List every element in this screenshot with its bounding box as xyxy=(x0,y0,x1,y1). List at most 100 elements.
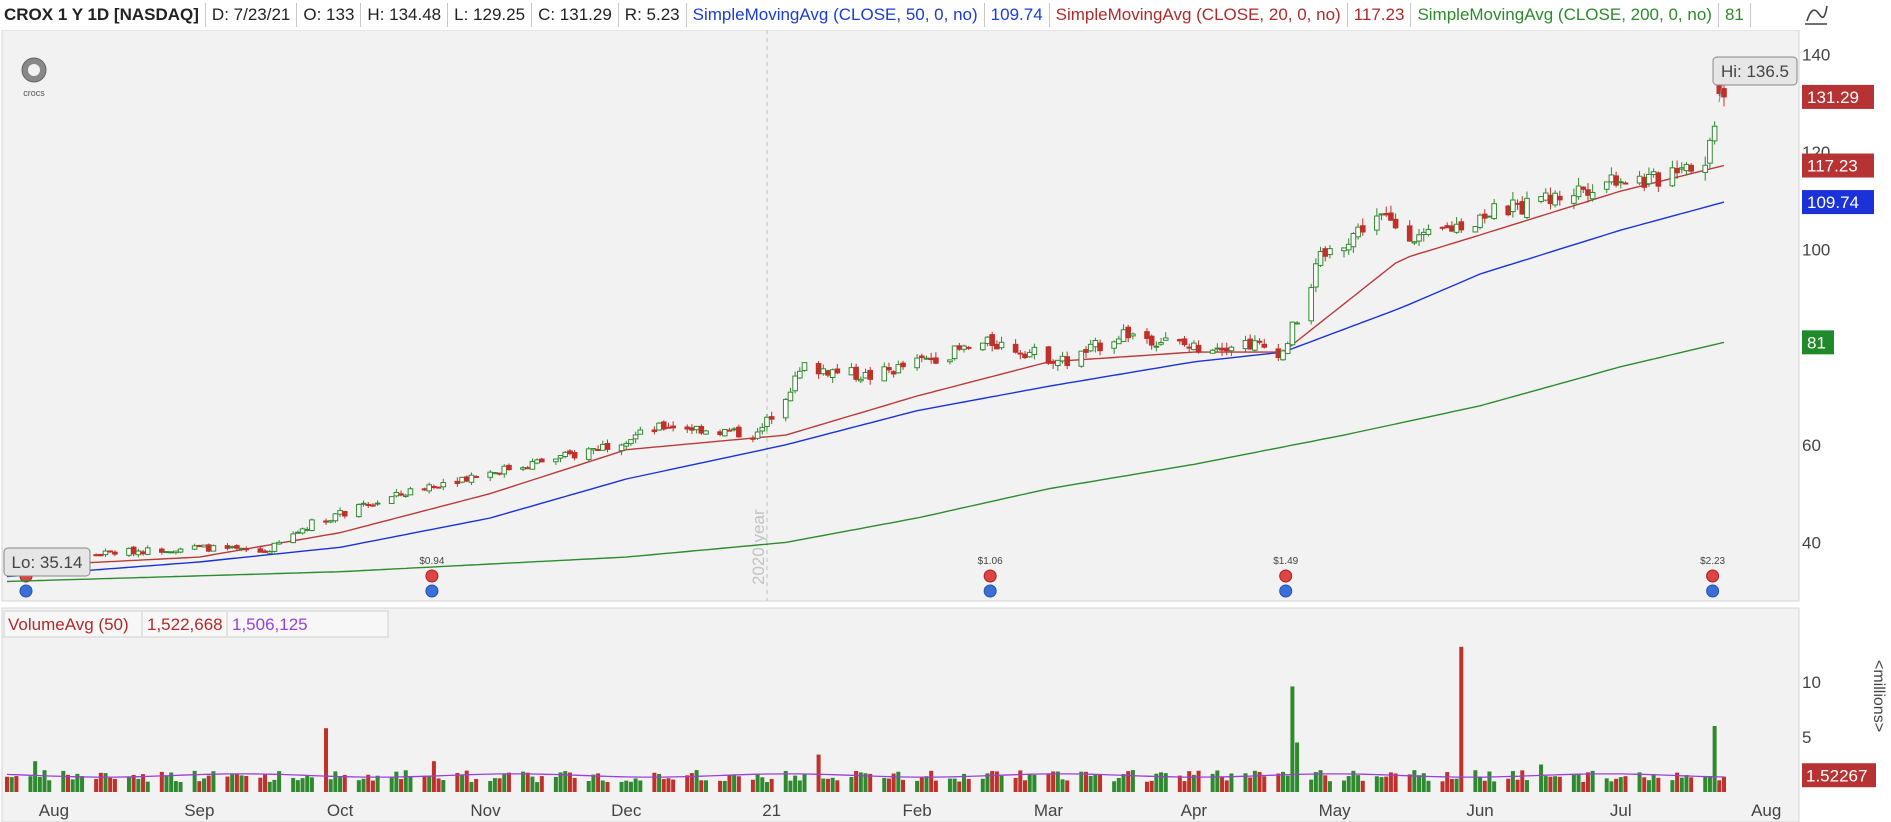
candle xyxy=(1012,339,1019,354)
volume-bar xyxy=(1323,775,1328,792)
dividend-marker[interactable]: $1.49 xyxy=(1273,556,1299,598)
candle xyxy=(632,431,639,444)
candle xyxy=(163,551,170,554)
candle xyxy=(787,387,794,402)
volume-bar xyxy=(178,781,183,792)
volume-study-label[interactable]: VolumeAvg (50) xyxy=(8,615,129,634)
candle xyxy=(1317,246,1324,268)
volume-bar xyxy=(1018,770,1023,792)
volume-bar xyxy=(1454,778,1459,792)
candle xyxy=(553,458,559,466)
volume-bar xyxy=(657,773,662,792)
volume-bar xyxy=(1717,780,1722,792)
candle xyxy=(867,366,873,385)
volume-bar xyxy=(947,778,952,792)
sma200-line xyxy=(6,341,1725,583)
volume-bar xyxy=(985,773,990,792)
volume-bar xyxy=(356,780,361,792)
volume-bar xyxy=(408,776,413,792)
sma20-tag: 117.23 xyxy=(1802,153,1874,178)
volume-bar xyxy=(553,776,558,792)
candle xyxy=(1571,188,1577,210)
candle xyxy=(1195,340,1202,354)
candle xyxy=(234,544,240,552)
volume-bar xyxy=(530,776,535,792)
time-tick-label: 21 xyxy=(762,801,781,820)
earnings-icon xyxy=(1279,584,1293,598)
candle xyxy=(1707,137,1713,169)
volume-bar xyxy=(1177,775,1182,792)
candle xyxy=(388,496,395,504)
volume-bar xyxy=(1520,770,1525,792)
volume-bar xyxy=(1121,774,1126,792)
candle xyxy=(107,550,114,553)
candle xyxy=(309,518,315,532)
volume-bar xyxy=(37,777,42,792)
chart-header: CROX 1 Y 1D [NASDAQ] D: 7/23/21 O: 133 H… xyxy=(0,0,1891,30)
candle xyxy=(201,544,207,548)
volume-bar xyxy=(42,770,47,792)
sma50-study-label[interactable]: SimpleMovingAvg (CLOSE, 50, 0, no) xyxy=(687,3,985,27)
candle xyxy=(492,471,498,475)
volume-bar xyxy=(652,772,657,792)
candle xyxy=(1510,191,1516,218)
sma50-study-value: 109.74 xyxy=(985,3,1050,27)
volume-bar xyxy=(1473,770,1478,792)
volume-bar xyxy=(1051,771,1056,792)
candle xyxy=(1130,332,1136,340)
sma20-study-label[interactable]: SimpleMovingAvg (CLOSE, 20, 0, no) xyxy=(1050,3,1348,27)
candle xyxy=(1031,343,1038,360)
svg-text:131.29: 131.29 xyxy=(1807,88,1859,107)
candle xyxy=(1617,178,1624,189)
volume-bar xyxy=(624,780,629,792)
symbol-label[interactable]: CROX 1 Y 1D [NASDAQ] xyxy=(0,3,206,27)
candle xyxy=(1374,208,1380,236)
volume-axis[interactable]: 5 10 xyxy=(1802,673,1821,747)
volume-bar xyxy=(211,771,216,792)
volume-bar xyxy=(291,777,296,792)
volume-bar xyxy=(1126,771,1131,792)
volume-bar xyxy=(1412,770,1417,792)
price-tags: 131.29 117.23 109.74 81 1.52267 xyxy=(1802,84,1876,788)
volume-bar xyxy=(1506,778,1511,792)
hi-lo-labels: Hi: 136.5 Lo: 35.14 xyxy=(3,56,1798,577)
volume-bar xyxy=(1243,773,1248,792)
candle xyxy=(360,500,367,507)
candle xyxy=(792,371,798,394)
volume-bar xyxy=(474,778,479,792)
candle xyxy=(571,450,578,461)
candle xyxy=(1097,339,1103,356)
drawing-tool-icon[interactable] xyxy=(1801,2,1831,28)
dividend-marker[interactable]: $1.06 xyxy=(978,556,1003,598)
volume-bar xyxy=(1543,776,1548,792)
dividend-icon xyxy=(425,569,439,583)
volume-bar xyxy=(65,774,70,792)
volume-bar xyxy=(206,775,211,792)
dividend-marker[interactable]: $2.23 xyxy=(1700,556,1726,598)
volume-bar xyxy=(1093,774,1098,792)
volume-bar xyxy=(558,772,563,792)
candle xyxy=(1392,213,1399,230)
volume-bar xyxy=(202,778,207,792)
dividend-marker[interactable]: $0.94 xyxy=(419,556,445,598)
volume-bar xyxy=(103,773,108,792)
candle xyxy=(271,542,278,553)
volume-bar xyxy=(868,773,873,792)
time-axis[interactable]: Aug Sep Oct Nov Dec 21 Feb Mar Apr May Jun Jul Aug xyxy=(39,801,1782,820)
volume-bar xyxy=(80,776,85,792)
candle xyxy=(585,446,592,462)
volume-bar xyxy=(309,777,314,792)
volume-bar xyxy=(666,778,671,792)
candle xyxy=(604,439,611,453)
sma200-study-label[interactable]: SimpleMovingAvg (CLOSE, 200, 0, no) xyxy=(1411,3,1719,27)
volume-bar xyxy=(427,776,432,792)
candle xyxy=(144,545,151,555)
volume-bar xyxy=(699,780,704,792)
candle xyxy=(1158,337,1164,346)
volume-bar xyxy=(1098,774,1103,792)
candle xyxy=(276,540,282,545)
volume-bar xyxy=(1182,781,1187,792)
volume-bar xyxy=(1684,775,1689,792)
